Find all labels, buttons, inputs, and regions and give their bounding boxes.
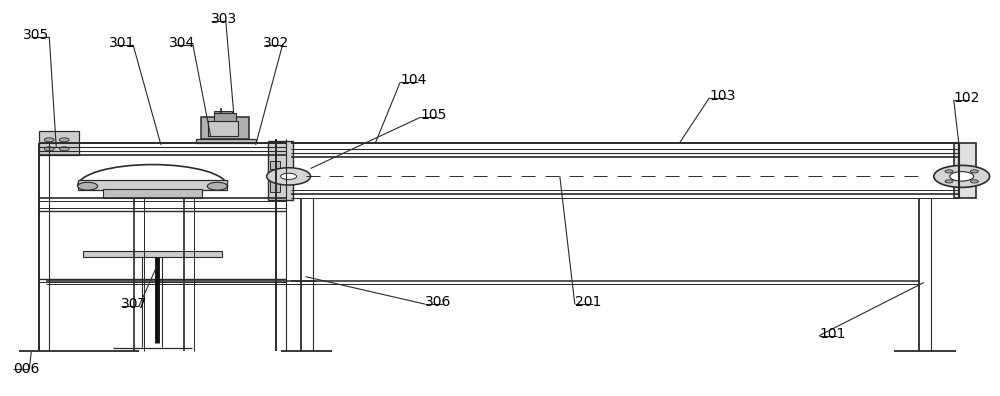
Text: 306: 306 [425,295,452,309]
Text: 105: 105 [420,109,447,122]
Bar [214,113,236,121]
Bar [954,143,976,198]
Circle shape [59,147,69,151]
Circle shape [950,171,974,181]
Bar [103,189,202,198]
Bar [214,111,232,113]
Text: 103: 103 [709,89,736,103]
Circle shape [945,180,953,183]
Text: 303: 303 [211,12,237,26]
Text: 307: 307 [121,297,147,311]
Circle shape [78,182,98,190]
Text: 305: 305 [23,28,50,42]
Circle shape [934,166,990,187]
Bar [39,131,79,155]
Text: 201: 201 [575,295,601,309]
Bar [201,117,249,139]
Bar [270,162,280,169]
Bar [208,121,238,136]
Circle shape [970,170,978,173]
Text: 104: 104 [400,73,427,87]
Text: 304: 304 [169,36,195,50]
Circle shape [945,170,953,173]
Circle shape [59,138,69,142]
Text: 102: 102 [954,91,980,105]
Bar [268,141,293,200]
Circle shape [267,168,311,185]
Bar [83,251,222,257]
Circle shape [970,180,978,183]
Text: 006: 006 [13,362,40,376]
Circle shape [281,173,297,179]
Bar [78,180,227,190]
Text: 301: 301 [109,36,135,50]
Circle shape [44,147,54,151]
Text: 101: 101 [819,327,846,341]
Bar [196,139,256,143]
Circle shape [207,182,227,190]
Bar [270,180,280,192]
Circle shape [44,138,54,142]
Text: 302: 302 [263,36,289,50]
